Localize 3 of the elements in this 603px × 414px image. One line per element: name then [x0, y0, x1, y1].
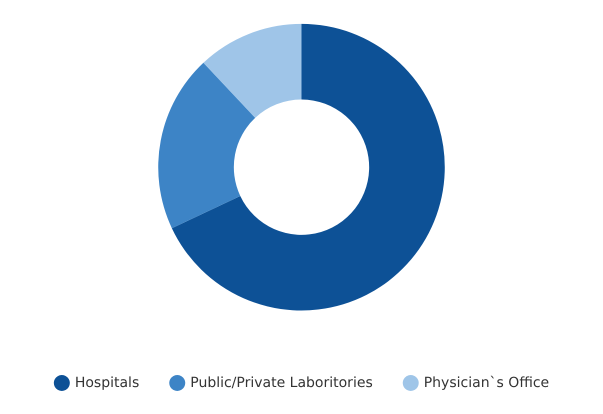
legend-label: Hospitals: [74, 375, 140, 391]
legend-label: Physician`s Office: [424, 375, 550, 391]
legend-label: Public/Private Laboritories: [190, 375, 373, 391]
